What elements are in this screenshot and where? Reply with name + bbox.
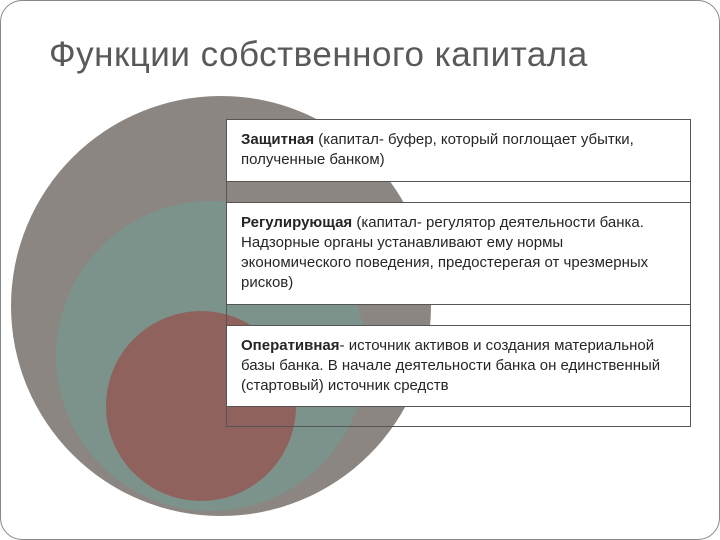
spacer-1 <box>226 182 691 202</box>
textbox-2: Регулирующая (капитал- регулятор деятель… <box>226 202 691 305</box>
spacer-3 <box>226 407 691 427</box>
textbox-stack: Защитная (капитал- буфер, который поглощ… <box>226 119 691 427</box>
spacer-2 <box>226 305 691 325</box>
textbox-3: Оперативная- источник активов и создания… <box>226 325 691 408</box>
term-3: Оперативная <box>241 337 340 354</box>
textbox-1: Защитная (капитал- буфер, который поглощ… <box>226 119 691 182</box>
slide-title: Функции собственного капитала <box>49 35 588 75</box>
term-2: Регулирующая <box>241 214 352 231</box>
slide-frame: Функции собственного капитала Защитная (… <box>0 0 720 540</box>
term-1: Защитная <box>241 131 314 148</box>
